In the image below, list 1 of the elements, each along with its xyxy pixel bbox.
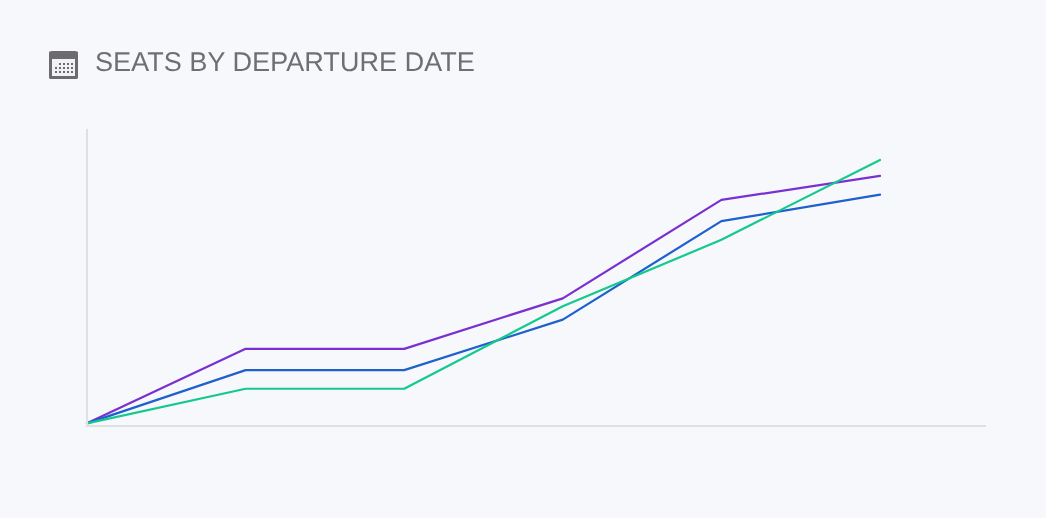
chart-title: SEATS BY DEPARTURE DATE — [96, 52, 474, 72]
